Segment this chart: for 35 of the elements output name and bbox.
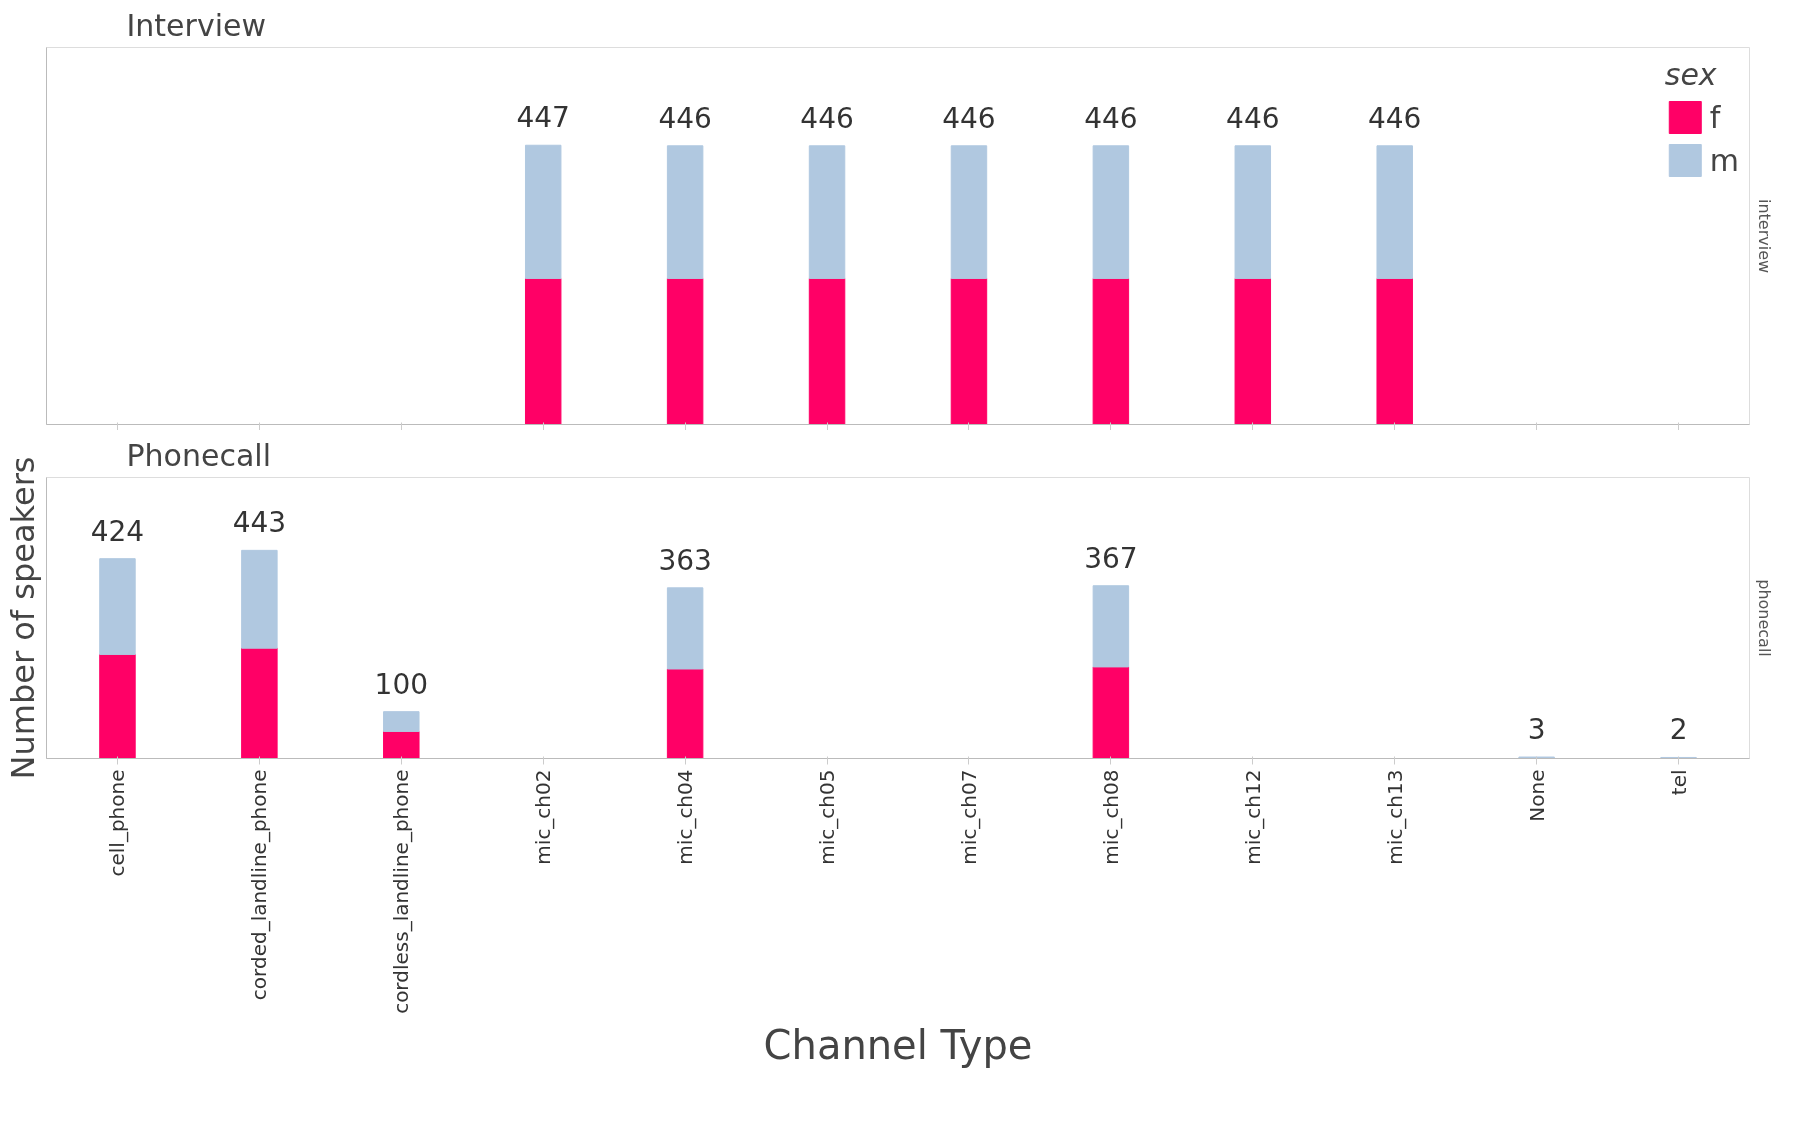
annotation: 446	[1226, 101, 1280, 135]
x-tick-label: mic_ch05	[815, 769, 840, 865]
x-tick-label: None	[1524, 769, 1549, 822]
y-axis-title: Number of speakers	[3, 456, 42, 780]
annotation: 446	[658, 101, 712, 135]
x-tick-label: mic_ch08	[1098, 769, 1123, 865]
x-axis-title: Channel Type	[763, 1021, 1033, 1068]
legend-label: f	[1709, 99, 1722, 135]
annotation: 367	[1084, 541, 1138, 575]
x-tick-label: mic_ch12	[1240, 769, 1265, 865]
annotation: 446	[800, 101, 854, 135]
annotation: 2	[1669, 713, 1688, 747]
annotation: 443	[232, 506, 287, 540]
annotation: 446	[1367, 101, 1422, 135]
chart-title: Interview	[126, 7, 266, 43]
annotation: 424	[90, 514, 145, 548]
x-tick-label: cordless_landline_phone	[389, 769, 414, 1014]
chart-title: Phonecall	[126, 437, 271, 473]
legend-title: sex	[1664, 57, 1718, 92]
annotation: 100	[374, 667, 429, 701]
annotation: 447	[516, 101, 570, 135]
annotation: 363	[658, 543, 712, 577]
text: interview	[1754, 198, 1774, 274]
x-tick-label: mic_ch07	[956, 769, 981, 865]
x-tick-label: mic_ch13	[1382, 769, 1407, 865]
x-tick-label: corded_landline_phone	[247, 769, 272, 1001]
annotation: 3	[1527, 713, 1546, 747]
annotation: 446	[942, 101, 996, 135]
x-tick-label: mic_ch04	[673, 769, 698, 865]
annotation: 446	[1084, 101, 1138, 135]
text: phonecall	[1754, 579, 1774, 657]
x-tick-label: cell_phone	[105, 769, 130, 877]
legend-label: m	[1709, 142, 1739, 178]
x-tick-label: tel	[1666, 769, 1691, 796]
x-tick-label: mic_ch02	[531, 769, 556, 865]
